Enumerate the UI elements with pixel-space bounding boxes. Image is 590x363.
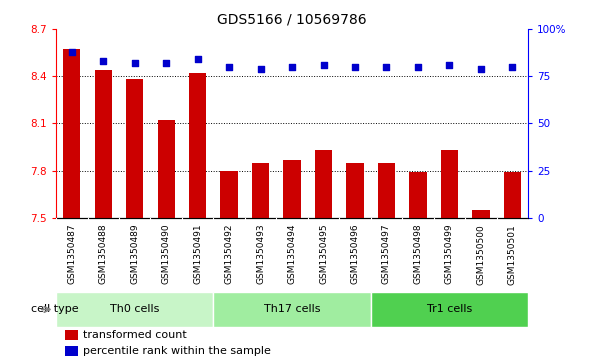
Bar [63, 49, 80, 218]
Bar [189, 73, 206, 218]
Point [287, 64, 297, 70]
Bar [158, 120, 175, 218]
Text: GSM1350489: GSM1350489 [130, 224, 139, 284]
Bar [371, 292, 528, 327]
Text: GSM1350496: GSM1350496 [350, 224, 359, 284]
Bar [441, 150, 458, 218]
Point [445, 62, 454, 68]
Title: GDS5166 / 10569786: GDS5166 / 10569786 [217, 12, 367, 26]
Text: GSM1350495: GSM1350495 [319, 224, 328, 284]
Point [382, 64, 391, 70]
Bar [126, 79, 143, 218]
Bar [94, 70, 112, 218]
Bar [65, 330, 78, 340]
Text: GSM1350493: GSM1350493 [256, 224, 265, 284]
Bar [252, 163, 269, 218]
Text: GSM1350490: GSM1350490 [162, 224, 171, 284]
Bar [221, 171, 238, 218]
Bar [504, 172, 521, 218]
Bar [283, 160, 301, 218]
Point [99, 58, 108, 64]
Bar [409, 172, 427, 218]
Bar [56, 292, 214, 327]
Bar [315, 150, 332, 218]
Bar [65, 346, 78, 356]
Text: Th17 cells: Th17 cells [264, 305, 320, 314]
Point [319, 62, 328, 68]
Text: percentile rank within the sample: percentile rank within the sample [83, 346, 271, 356]
Point [193, 56, 202, 62]
Text: GSM1350487: GSM1350487 [67, 224, 76, 284]
Text: GSM1350491: GSM1350491 [193, 224, 202, 284]
Text: cell type: cell type [31, 305, 78, 314]
Text: Tr1 cells: Tr1 cells [427, 305, 472, 314]
Point [67, 49, 77, 54]
Text: GSM1350488: GSM1350488 [99, 224, 108, 284]
Text: GSM1350494: GSM1350494 [287, 224, 297, 284]
Point [256, 66, 266, 72]
Text: GSM1350497: GSM1350497 [382, 224, 391, 284]
Bar [378, 163, 395, 218]
Point [507, 64, 517, 70]
Text: GSM1350501: GSM1350501 [508, 224, 517, 285]
Point [162, 60, 171, 66]
Text: GSM1350499: GSM1350499 [445, 224, 454, 284]
Point [413, 64, 422, 70]
Text: GSM1350498: GSM1350498 [414, 224, 422, 284]
Point [350, 64, 360, 70]
Text: GSM1350500: GSM1350500 [476, 224, 486, 285]
Point [130, 60, 139, 66]
Bar [472, 210, 490, 218]
Text: transformed count: transformed count [83, 330, 186, 340]
Text: GSM1350492: GSM1350492 [225, 224, 234, 284]
Point [476, 66, 486, 72]
Bar [346, 163, 363, 218]
Text: Th0 cells: Th0 cells [110, 305, 159, 314]
Point [224, 64, 234, 70]
Bar [214, 292, 371, 327]
